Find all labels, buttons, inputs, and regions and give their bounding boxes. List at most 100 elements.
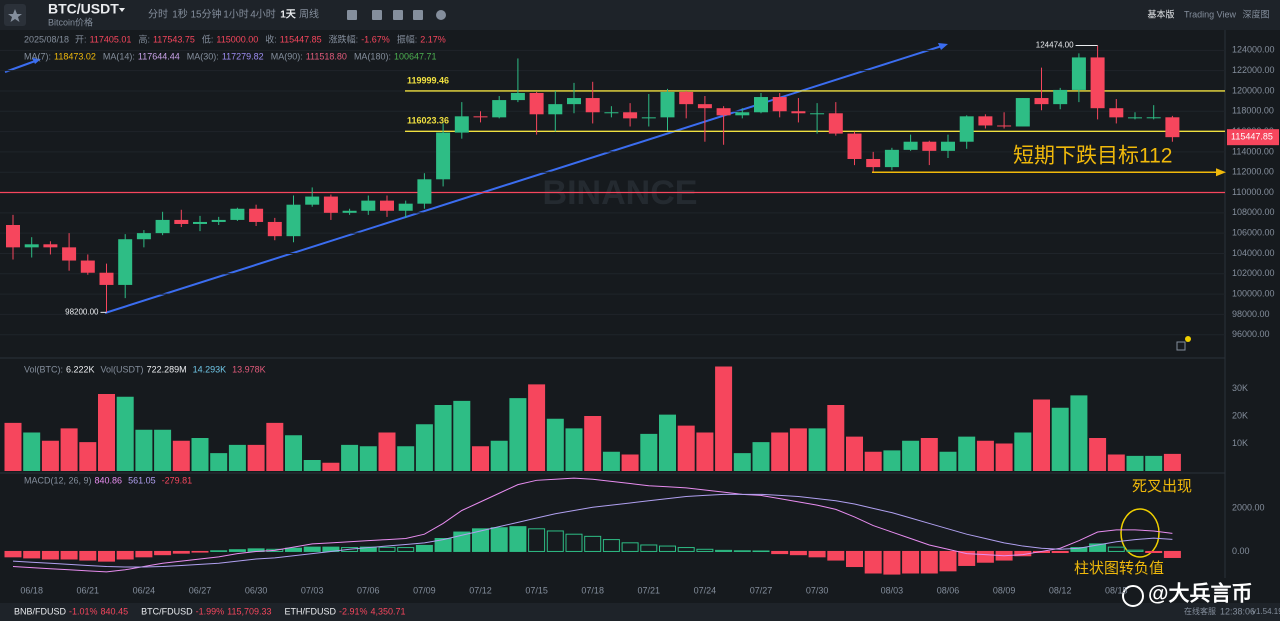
macd-bar (1107, 546, 1125, 552)
y-tick-label: 124000.00 (1232, 45, 1275, 55)
view-tab[interactable]: 深度图 (1242, 8, 1269, 19)
high-label: 124474.00 (1036, 41, 1074, 50)
macd-bar (453, 531, 471, 552)
info-label: 高: (138, 33, 150, 44)
x-tick-label: 07/06 (357, 585, 380, 595)
x-tick-label: 06/27 (189, 585, 212, 595)
macd-bar (771, 550, 789, 555)
volume-bar (509, 398, 527, 471)
macd-bar (1051, 550, 1069, 554)
interval-tab[interactable]: 15分钟 (190, 8, 221, 21)
volume-bar (98, 394, 115, 471)
gear-icon[interactable] (436, 10, 446, 20)
volume-bar (79, 442, 97, 471)
interval-tab[interactable]: 周线 (299, 8, 319, 21)
interval-tab[interactable]: 1天 (280, 9, 297, 21)
indicator-icon[interactable] (347, 10, 357, 20)
y-tick-label: 98000.00 (1232, 309, 1270, 319)
interval-tab[interactable]: 1秒 (172, 8, 188, 21)
volume-bar (285, 435, 302, 471)
author-watermark: @大兵言币 (1148, 582, 1252, 606)
annotation: 死叉出现 (1132, 478, 1192, 495)
macd-bar (640, 544, 658, 552)
candle-body (1165, 117, 1180, 138)
volume-bar (23, 432, 41, 471)
vol-legend-label: Vol(BTC): (24, 364, 63, 374)
volume-bar (976, 440, 994, 471)
macd-bar (378, 546, 396, 552)
macd-bar (715, 549, 733, 552)
macd-legend-value: 561.05 (128, 475, 156, 485)
volume-bar (677, 425, 695, 471)
macd-bar (509, 526, 527, 552)
candle-body (1146, 117, 1161, 119)
macd-bar (883, 550, 901, 575)
volume-bar (453, 400, 471, 471)
service-link[interactable]: 在线客服 (1184, 606, 1216, 616)
candle-body (735, 112, 750, 116)
settings-icon[interactable] (372, 10, 382, 20)
camera-icon[interactable] (1176, 341, 1186, 351)
ma-label: MA(30): (187, 51, 219, 61)
chart-style-icon[interactable] (393, 10, 403, 20)
macd-bar (1070, 547, 1088, 552)
candle-body (567, 98, 581, 105)
volume-bar (4, 422, 22, 471)
candle-body (323, 196, 338, 213)
candle-body (604, 112, 619, 114)
y-tick-label: 104000.00 (1232, 248, 1275, 258)
y-tick-label: 118000.00 (1232, 106, 1274, 116)
trend-arrow (938, 43, 948, 50)
volume-bar (359, 446, 377, 471)
level-label: 116023.36 (407, 116, 449, 126)
candle-body (922, 141, 937, 151)
volume-bar (434, 405, 452, 471)
volume-bar (696, 432, 714, 471)
candle-body (361, 200, 376, 211)
volume-bar (116, 396, 134, 471)
macd-bar (864, 550, 882, 574)
vol-tick-label: 10K (1232, 438, 1248, 448)
candle-body (155, 219, 170, 234)
view-tab[interactable]: Trading View (1184, 9, 1237, 19)
interval-tab[interactable]: 分时 (148, 9, 168, 21)
volume-bar (584, 416, 602, 471)
volume-bar (752, 442, 770, 471)
macd-bar (210, 550, 228, 552)
volume-bar (883, 450, 901, 471)
info-label: 涨跌幅: (329, 33, 359, 44)
macd-bar (696, 548, 714, 552)
candle-body (454, 116, 469, 133)
candle-body (1128, 117, 1142, 119)
y-tick-label: 96000.00 (1232, 329, 1270, 339)
candle-body (754, 97, 768, 113)
x-tick-label: 08/06 (937, 585, 960, 595)
dropdown-icon[interactable] (119, 8, 125, 12)
ma-label: MA(14): (103, 51, 135, 61)
x-tick-label: 07/21 (638, 585, 661, 595)
info-value: 115447.85 (280, 34, 322, 44)
level-label: 119999.46 (407, 75, 449, 85)
interval-tab[interactable]: 4小时 (250, 9, 276, 21)
status-bar-bg (0, 603, 1280, 621)
candle-body (847, 133, 862, 159)
draw-icon[interactable] (413, 10, 423, 20)
candle-body (473, 116, 488, 118)
ticker-price: 840.45 (101, 606, 129, 616)
candle-body (978, 116, 993, 126)
volume-bar (1033, 399, 1050, 471)
macd-bar (528, 528, 546, 552)
macd-bar (79, 550, 97, 561)
volume-bar (939, 451, 957, 471)
x-tick-label: 08/15 (1105, 585, 1128, 595)
candle-body (623, 112, 638, 119)
macd-bar (584, 535, 602, 552)
macd-bar (1126, 549, 1144, 552)
y-tick-label: 102000.00 (1232, 268, 1275, 278)
ticker-change: -2.91% (339, 606, 368, 616)
volume-bar (1070, 395, 1088, 471)
interval-tab[interactable]: 1小时 (223, 9, 249, 21)
macd-bar (135, 550, 153, 558)
macd-legend-value: -279.81 (162, 475, 193, 485)
view-tab[interactable]: 基本版 (1147, 8, 1174, 19)
